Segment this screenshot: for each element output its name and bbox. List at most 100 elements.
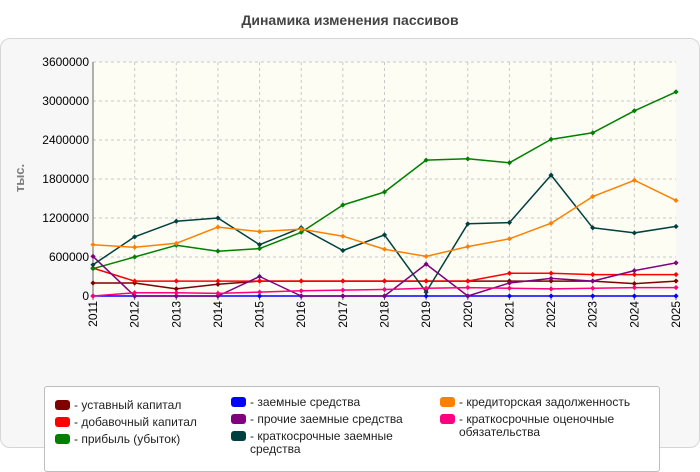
data-point [256,245,263,252]
data-point [381,189,388,195]
data-point [506,219,513,226]
data-point [548,293,554,299]
data-point [423,261,429,267]
x-tick-label: 2013 [169,301,183,328]
x-tick-label: 2019 [419,301,433,328]
y-tick-label: 0 [82,289,89,303]
data-point [340,233,346,239]
data-point [215,290,221,296]
data-point [298,293,304,299]
data-point [340,202,346,208]
data-point [215,215,221,221]
data-point [465,221,471,227]
data-point [423,293,429,299]
x-tick-label: 2025 [669,301,683,328]
data-point [548,275,554,282]
data-point [506,280,513,286]
legend-label: - заемные средства [250,395,361,409]
legend-swatch [55,400,70,410]
data-point [298,278,304,284]
data-point [548,172,554,178]
data-point [465,293,471,299]
data-point [631,177,637,183]
data-point [590,130,596,136]
data-point [90,266,96,272]
data-point [256,289,263,295]
data-point [590,271,596,278]
data-point [256,293,263,299]
data-point [548,136,554,142]
data-point [548,270,554,276]
chart-plot: 0 600000 1200000 1800000 2400000 3000000 36000… [12,55,683,328]
x-tick-label: 2015 [253,301,267,328]
x-tick-label: 2011 [86,301,100,327]
legend-label: - уставный капитал [74,398,182,412]
data-point [132,293,138,299]
data-point [256,278,263,284]
data-point [465,278,471,284]
data-point [590,278,596,284]
data-point [90,262,96,268]
legend-item: - прочие заемные средства [231,413,431,426]
data-point [465,156,471,162]
data-point [340,287,346,293]
data-point [381,286,388,293]
data-point [90,242,96,248]
x-tick-label: 2012 [128,301,142,328]
data-point [340,278,346,284]
data-point [673,260,679,266]
y-tick-label: 600000 [49,250,89,264]
data-point [590,293,596,299]
data-point [465,284,471,291]
legend-swatch [55,417,70,427]
data-point [298,226,304,232]
legend-label: - прочие заемные средства [250,412,403,426]
data-point [215,224,221,230]
data-point [381,278,388,284]
data-point [215,248,221,254]
data-point [173,286,179,292]
data-point [256,242,263,248]
chart-title: Динамика изменения пассивов [241,12,459,28]
legend-swatch [231,431,246,441]
legend-label: - кредиторская задолженность [459,395,631,409]
data-point [423,278,429,284]
x-tick-label: 2018 [378,301,392,328]
data-point [340,247,346,254]
data-point [673,271,679,278]
legend-swatch [55,434,70,444]
x-tick-label: 2014 [211,301,225,328]
data-point [631,284,637,291]
x-tick-label: 2016 [294,301,308,328]
data-point [215,293,221,299]
data-point [132,234,138,240]
data-point [673,278,679,284]
y-tick-label: 1800000 [42,172,89,186]
data-point [256,273,263,280]
data-point [423,253,429,259]
data-point [215,278,221,284]
data-point [132,290,138,296]
legend-label: - краткосрочные оценочные обязательства [459,412,615,439]
data-point [90,253,96,259]
data-point [173,293,179,299]
data-point [590,193,596,200]
data-point [590,225,596,231]
legend-swatch [440,397,455,407]
y-tick-label: 3000000 [42,94,89,108]
data-point [215,281,221,287]
y-tick-label: 1200000 [42,211,89,225]
data-point [298,288,304,294]
legend-item: - заемные средства [231,396,431,409]
data-point [631,293,637,299]
data-point [423,285,429,291]
data-point [631,230,637,236]
data-point [631,281,637,287]
data-point [631,108,637,114]
data-point [465,244,471,250]
data-point [548,220,554,226]
data-point [423,289,429,295]
legend-item: - уставный капитал [55,399,225,412]
data-point [173,278,179,284]
data-point [381,232,388,238]
